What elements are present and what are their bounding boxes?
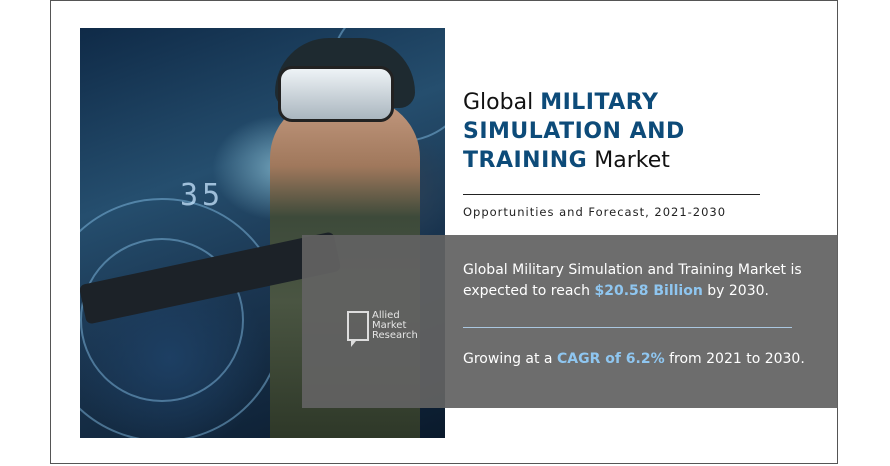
subtitle: Opportunities and Forecast, 2021-2030 (463, 205, 727, 219)
hud-readout: 35 (180, 178, 225, 213)
page-title: Global MILITARY SIMULATION AND TRAINING … (463, 90, 685, 173)
allied-market-research-logo: Allied Market Research (347, 310, 418, 347)
stats-panel (302, 235, 838, 408)
cagr-stat: Growing at a CAGR of 6.2% from 2021 to 2… (463, 351, 805, 367)
logo-icon (347, 311, 369, 347)
logo-line: Market (372, 320, 407, 331)
hud-ring (80, 238, 244, 402)
vr-headset (278, 66, 394, 122)
logo-line: Research (372, 330, 418, 341)
title-divider (463, 194, 760, 195)
cagr-value: CAGR of 6.2% (556, 351, 665, 367)
market-size-stat: Global Military Simulation and Training … (463, 262, 802, 299)
market-value: $20.58 Billion (594, 283, 703, 299)
logo-line: Allied (372, 310, 400, 321)
infographic-frame (50, 0, 838, 464)
stats-divider (463, 327, 792, 328)
